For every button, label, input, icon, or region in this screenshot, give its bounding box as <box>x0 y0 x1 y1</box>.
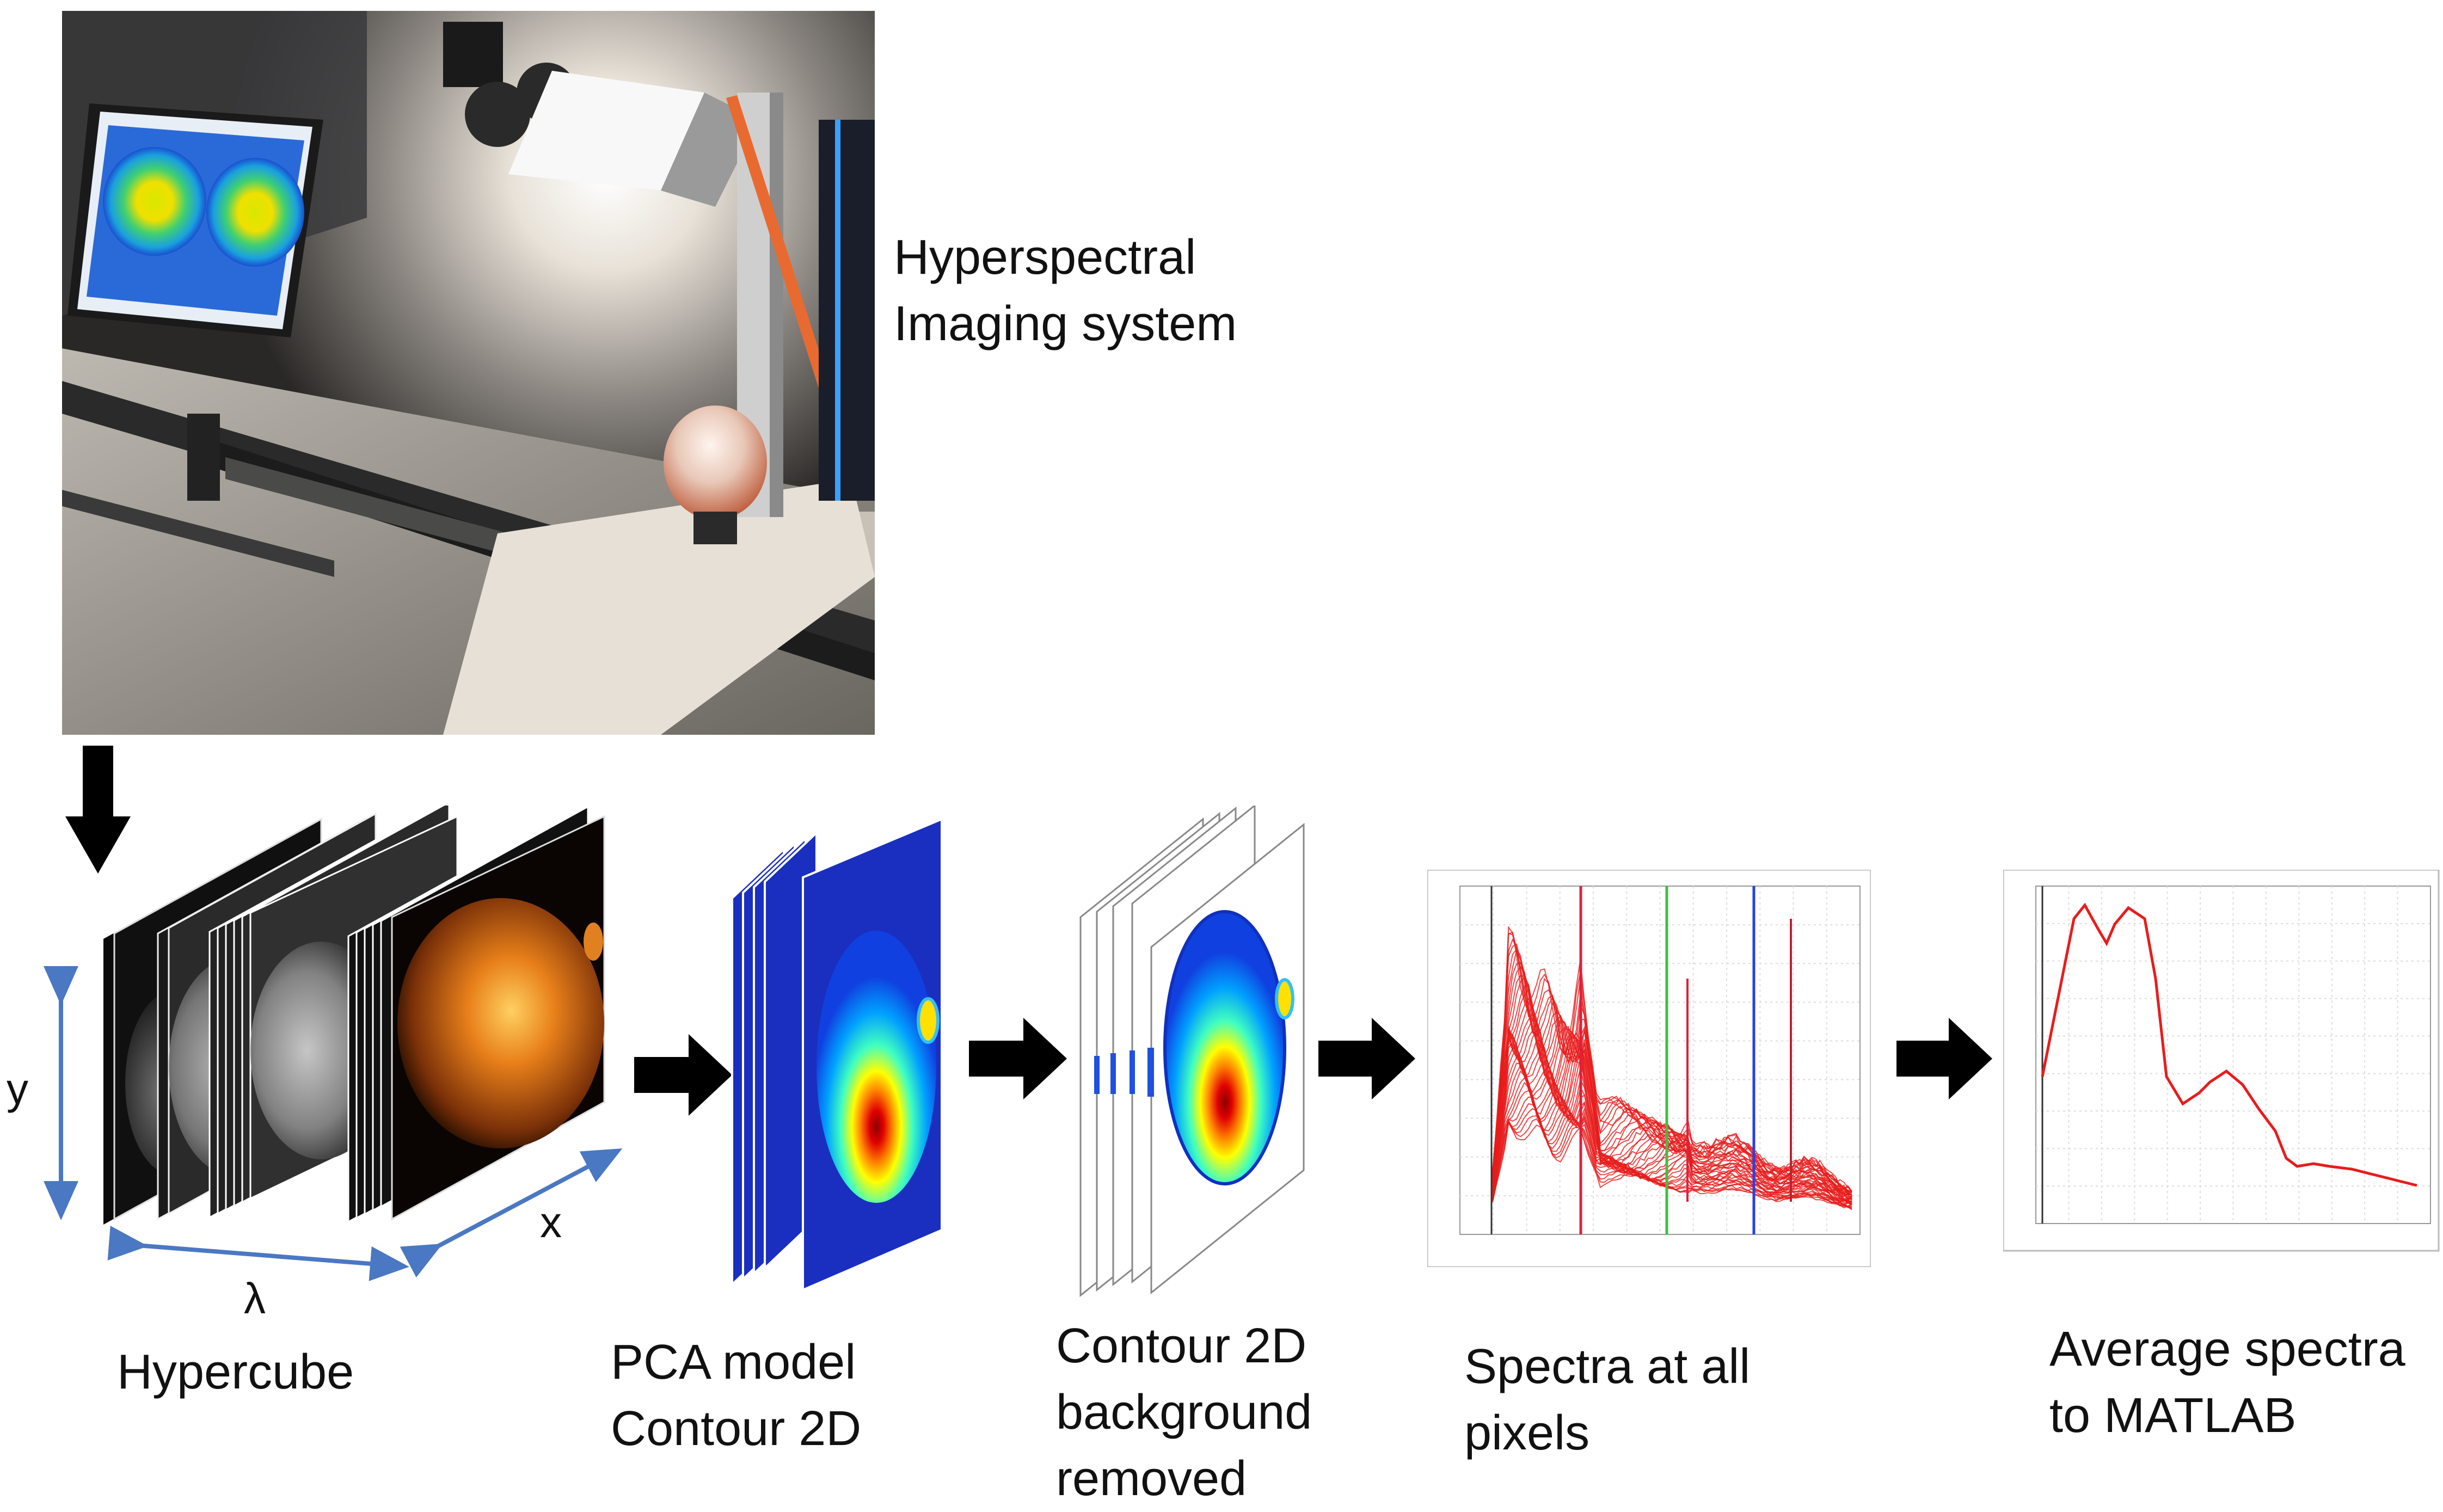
contour-label-line3: removed <box>1056 1452 1247 1506</box>
hypercube-label-line1: Hypercube <box>117 1345 354 1399</box>
contour-label-line2: background <box>1056 1385 1312 1440</box>
pca-label-line2: Contour 2D <box>611 1402 862 1456</box>
stage-label-spectra: Spectra at all pixels <box>1464 1333 1750 1466</box>
hypercube-stack <box>103 806 605 1225</box>
average-spectrum-line <box>2041 902 2417 1187</box>
contour-label-line1: Contour 2D <box>1056 1319 1307 1373</box>
average-spectra-plot <box>2003 870 2440 1252</box>
down-arrow <box>65 746 131 874</box>
avg-grid <box>2036 886 2430 1224</box>
arrow-to-spectra <box>1318 1018 1415 1099</box>
pca-label-line1: PCA model <box>611 1335 856 1390</box>
stage-label-hypercube: Hypercube <box>117 1339 354 1405</box>
arrow-to-average <box>1896 1018 1992 1099</box>
imaging-system-label-line2: Imaging system <box>894 297 1237 351</box>
stage-label-contour: Contour 2D background removed <box>1056 1313 1312 1512</box>
imaging-system-photo <box>62 11 875 735</box>
spectra-all-pixels-plot <box>1427 870 1871 1267</box>
y-axis-label: y <box>7 1065 28 1113</box>
average-label-line1: Average spectra <box>2049 1322 2405 1376</box>
stage-label-pca: PCA model Contour 2D <box>611 1329 861 1462</box>
lambda-axis-label: λ <box>244 1274 266 1323</box>
imaging-system-label: Hyperspectral Imaging system <box>894 224 1237 357</box>
x-axis-label: x <box>540 1198 562 1246</box>
imaging-system-label-line1: Hyperspectral <box>894 230 1196 285</box>
average-label-line2: to MATLAB <box>2049 1388 2297 1443</box>
spectra-label-line1: Spectra at all <box>1464 1339 1751 1394</box>
x-axis-arrow <box>400 1148 623 1278</box>
arrow-to-pca <box>634 1034 732 1116</box>
arrow-to-contour <box>969 1018 1067 1099</box>
spectra-label-line2: pixels <box>1464 1406 1590 1460</box>
contour-removed-stack <box>1079 806 1305 1298</box>
stage-label-average: Average spectra to MATLAB <box>2049 1316 2405 1449</box>
lambda-axis-arrow <box>107 1225 409 1281</box>
pca-contour-stack <box>731 817 943 1292</box>
